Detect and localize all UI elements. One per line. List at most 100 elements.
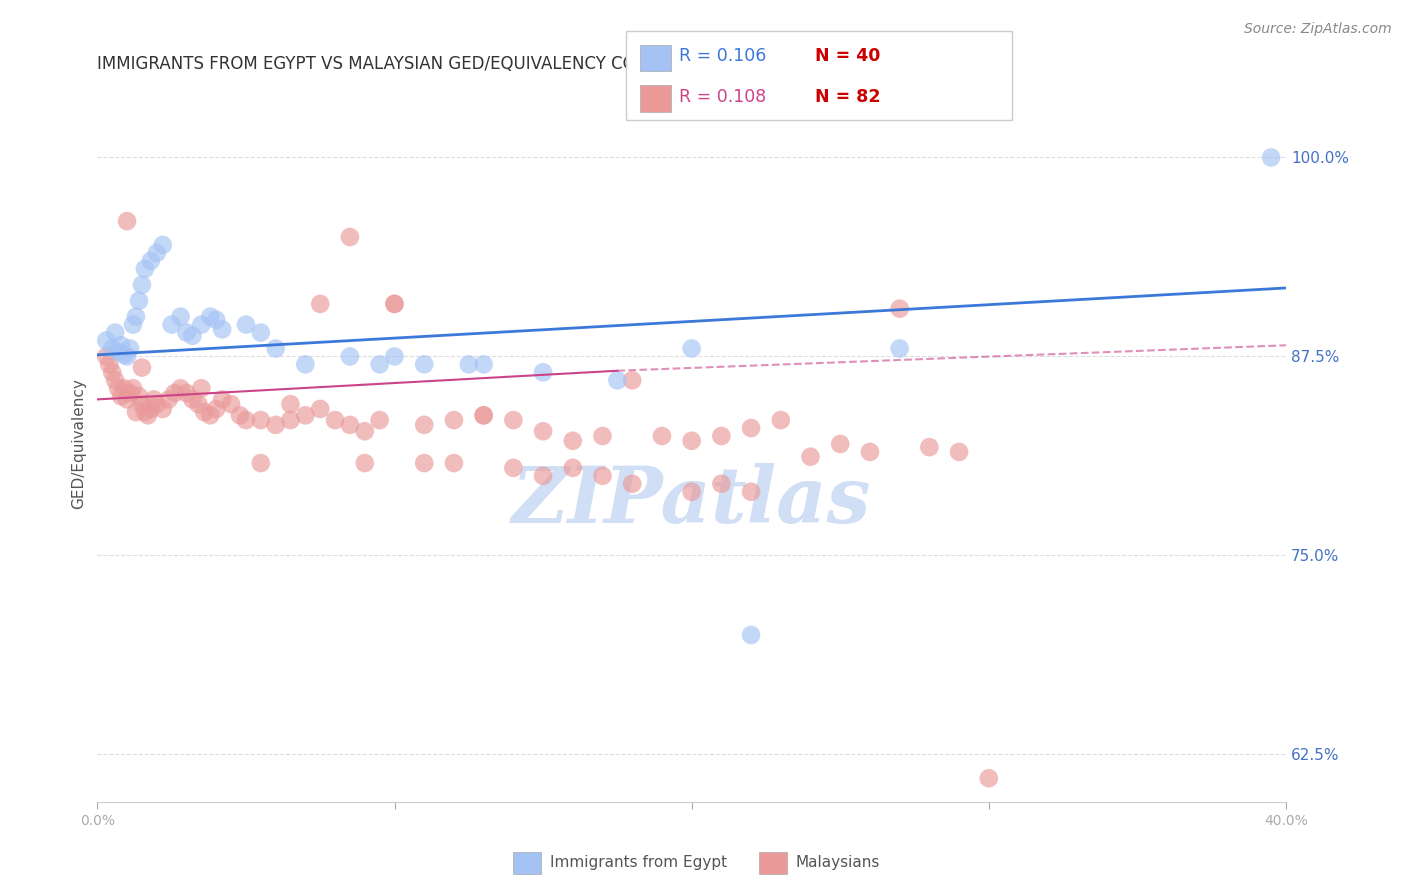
Point	[280, 397, 302, 411]
Point	[134, 405, 156, 419]
Point	[157, 392, 180, 407]
Point	[152, 238, 174, 252]
Point	[125, 310, 148, 324]
Point	[889, 301, 911, 316]
Point	[681, 342, 703, 356]
Point	[472, 409, 495, 423]
Point	[502, 413, 524, 427]
Point	[249, 456, 271, 470]
Point	[101, 365, 124, 379]
Point	[235, 413, 257, 427]
Point	[104, 373, 127, 387]
Point	[889, 342, 911, 356]
Point	[1260, 151, 1282, 165]
Point	[101, 342, 124, 356]
Point	[353, 424, 375, 438]
Point	[413, 456, 436, 470]
Point	[472, 357, 495, 371]
Point	[710, 429, 733, 443]
Point	[249, 413, 271, 427]
Point	[457, 357, 479, 371]
Point	[472, 409, 495, 423]
Point	[621, 476, 644, 491]
Point	[190, 381, 212, 395]
Point	[107, 344, 129, 359]
Point	[413, 417, 436, 432]
Point	[651, 429, 673, 443]
Point	[235, 318, 257, 332]
Point	[740, 628, 762, 642]
Text: R = 0.108: R = 0.108	[679, 88, 766, 106]
Point	[368, 357, 391, 371]
Point	[163, 386, 186, 401]
Point	[368, 413, 391, 427]
Text: Immigrants from Egypt: Immigrants from Egypt	[550, 855, 727, 870]
Point	[107, 381, 129, 395]
Point	[139, 401, 162, 416]
Text: Malaysians: Malaysians	[796, 855, 880, 870]
Point	[799, 450, 821, 464]
Point	[181, 328, 204, 343]
Point	[740, 484, 762, 499]
Point	[280, 413, 302, 427]
Point	[110, 338, 132, 352]
Point	[219, 397, 242, 411]
Point	[384, 350, 406, 364]
Point	[136, 409, 159, 423]
Point	[859, 445, 882, 459]
Point	[131, 360, 153, 375]
Point	[606, 373, 628, 387]
Point	[294, 409, 316, 423]
Point	[592, 429, 614, 443]
Text: ZIPatlas: ZIPatlas	[512, 463, 872, 540]
Point	[96, 350, 118, 364]
Text: N = 40: N = 40	[815, 47, 880, 65]
Point	[211, 322, 233, 336]
Point	[205, 313, 228, 327]
Point	[181, 392, 204, 407]
Point	[531, 424, 554, 438]
Point	[200, 409, 222, 423]
Y-axis label: GED/Equivalency: GED/Equivalency	[72, 378, 86, 509]
Point	[621, 373, 644, 387]
Point	[681, 484, 703, 499]
Point	[122, 381, 145, 395]
Point	[131, 277, 153, 292]
Point	[187, 397, 209, 411]
Point	[146, 246, 169, 260]
Point	[592, 468, 614, 483]
Point	[769, 413, 792, 427]
Point	[125, 405, 148, 419]
Point	[122, 318, 145, 332]
Point	[249, 326, 271, 340]
Point	[443, 413, 465, 427]
Point	[152, 401, 174, 416]
Text: R = 0.106: R = 0.106	[679, 47, 766, 65]
Point	[531, 468, 554, 483]
Point	[561, 460, 583, 475]
Point	[294, 357, 316, 371]
Point	[264, 342, 287, 356]
Point	[339, 417, 361, 432]
Point	[110, 389, 132, 403]
Point	[131, 397, 153, 411]
Point	[118, 386, 141, 401]
Point	[115, 392, 138, 407]
Point	[169, 381, 191, 395]
Text: Source: ZipAtlas.com: Source: ZipAtlas.com	[1244, 22, 1392, 37]
Point	[176, 386, 198, 401]
Point	[830, 437, 852, 451]
Point	[200, 310, 222, 324]
Point	[384, 297, 406, 311]
Point	[353, 456, 375, 470]
Point	[561, 434, 583, 448]
Point	[384, 297, 406, 311]
Point	[169, 310, 191, 324]
Point	[112, 381, 135, 395]
Point	[309, 401, 332, 416]
Point	[128, 293, 150, 308]
Point	[948, 445, 970, 459]
Point	[229, 409, 252, 423]
Point	[339, 350, 361, 364]
Point	[142, 392, 165, 407]
